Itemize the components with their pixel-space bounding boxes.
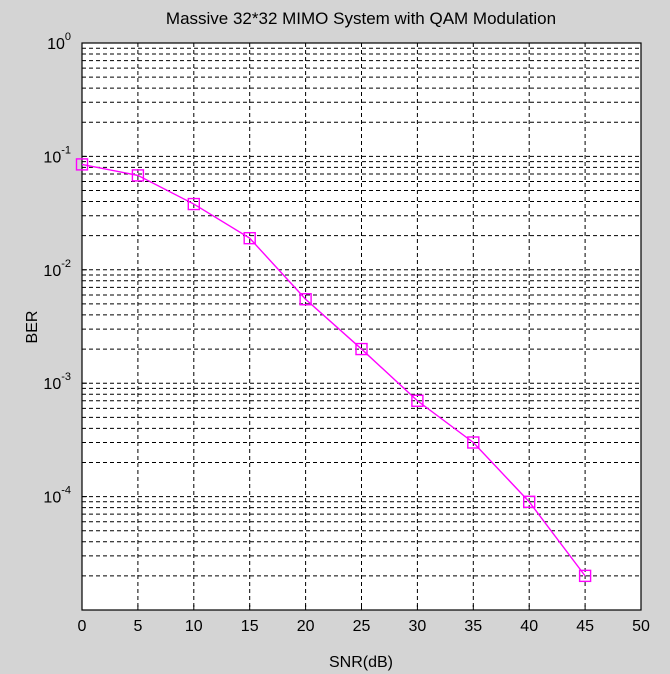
y-tick-labels: 100 10-1 10-2 10-3 10-4 xyxy=(43,31,71,507)
data-point-marker xyxy=(578,569,592,583)
series-line xyxy=(81,163,586,577)
x-tick-labels: 0 5 10 15 20 25 30 35 40 45 50 xyxy=(78,618,650,635)
data-point-marker xyxy=(467,436,480,449)
data-point-marker xyxy=(355,342,368,356)
x-tick-label: 35 xyxy=(464,618,482,635)
x-tick-label: 5 xyxy=(133,618,142,635)
x-tick-label: 45 xyxy=(576,618,594,635)
y-tick-label: 10-1 xyxy=(43,144,71,166)
tick-marks xyxy=(81,42,642,610)
x-tick-label: 40 xyxy=(520,618,538,635)
data-point-marker xyxy=(299,293,312,306)
data-point-marker xyxy=(75,158,89,171)
data-point-marker xyxy=(523,495,536,508)
x-tick-label: 25 xyxy=(353,618,371,635)
x-tick-label: 20 xyxy=(297,618,315,635)
x-tick-label: 0 xyxy=(78,618,87,635)
grid xyxy=(82,43,641,610)
x-tick-label: 50 xyxy=(632,618,650,635)
y-axis-label: BER xyxy=(24,311,41,344)
series xyxy=(75,158,592,583)
x-tick-label: 15 xyxy=(241,618,259,635)
y-tick-label: 10-4 xyxy=(43,485,71,507)
data-point-marker xyxy=(187,197,201,211)
x-tick-label: 30 xyxy=(409,618,427,635)
y-tick-label: 100 xyxy=(47,31,71,53)
data-point-marker xyxy=(131,169,145,182)
data-point-marker xyxy=(411,394,424,407)
data-point-marker xyxy=(243,231,256,245)
chart-title: Massive 32*32 MIMO System with QAM Modul… xyxy=(166,9,556,28)
y-tick-label: 10-2 xyxy=(43,258,71,280)
x-tick-label: 10 xyxy=(185,618,203,635)
y-tick-label: 10-3 xyxy=(43,371,71,393)
x-axis-label: SNR(dB) xyxy=(329,654,393,671)
